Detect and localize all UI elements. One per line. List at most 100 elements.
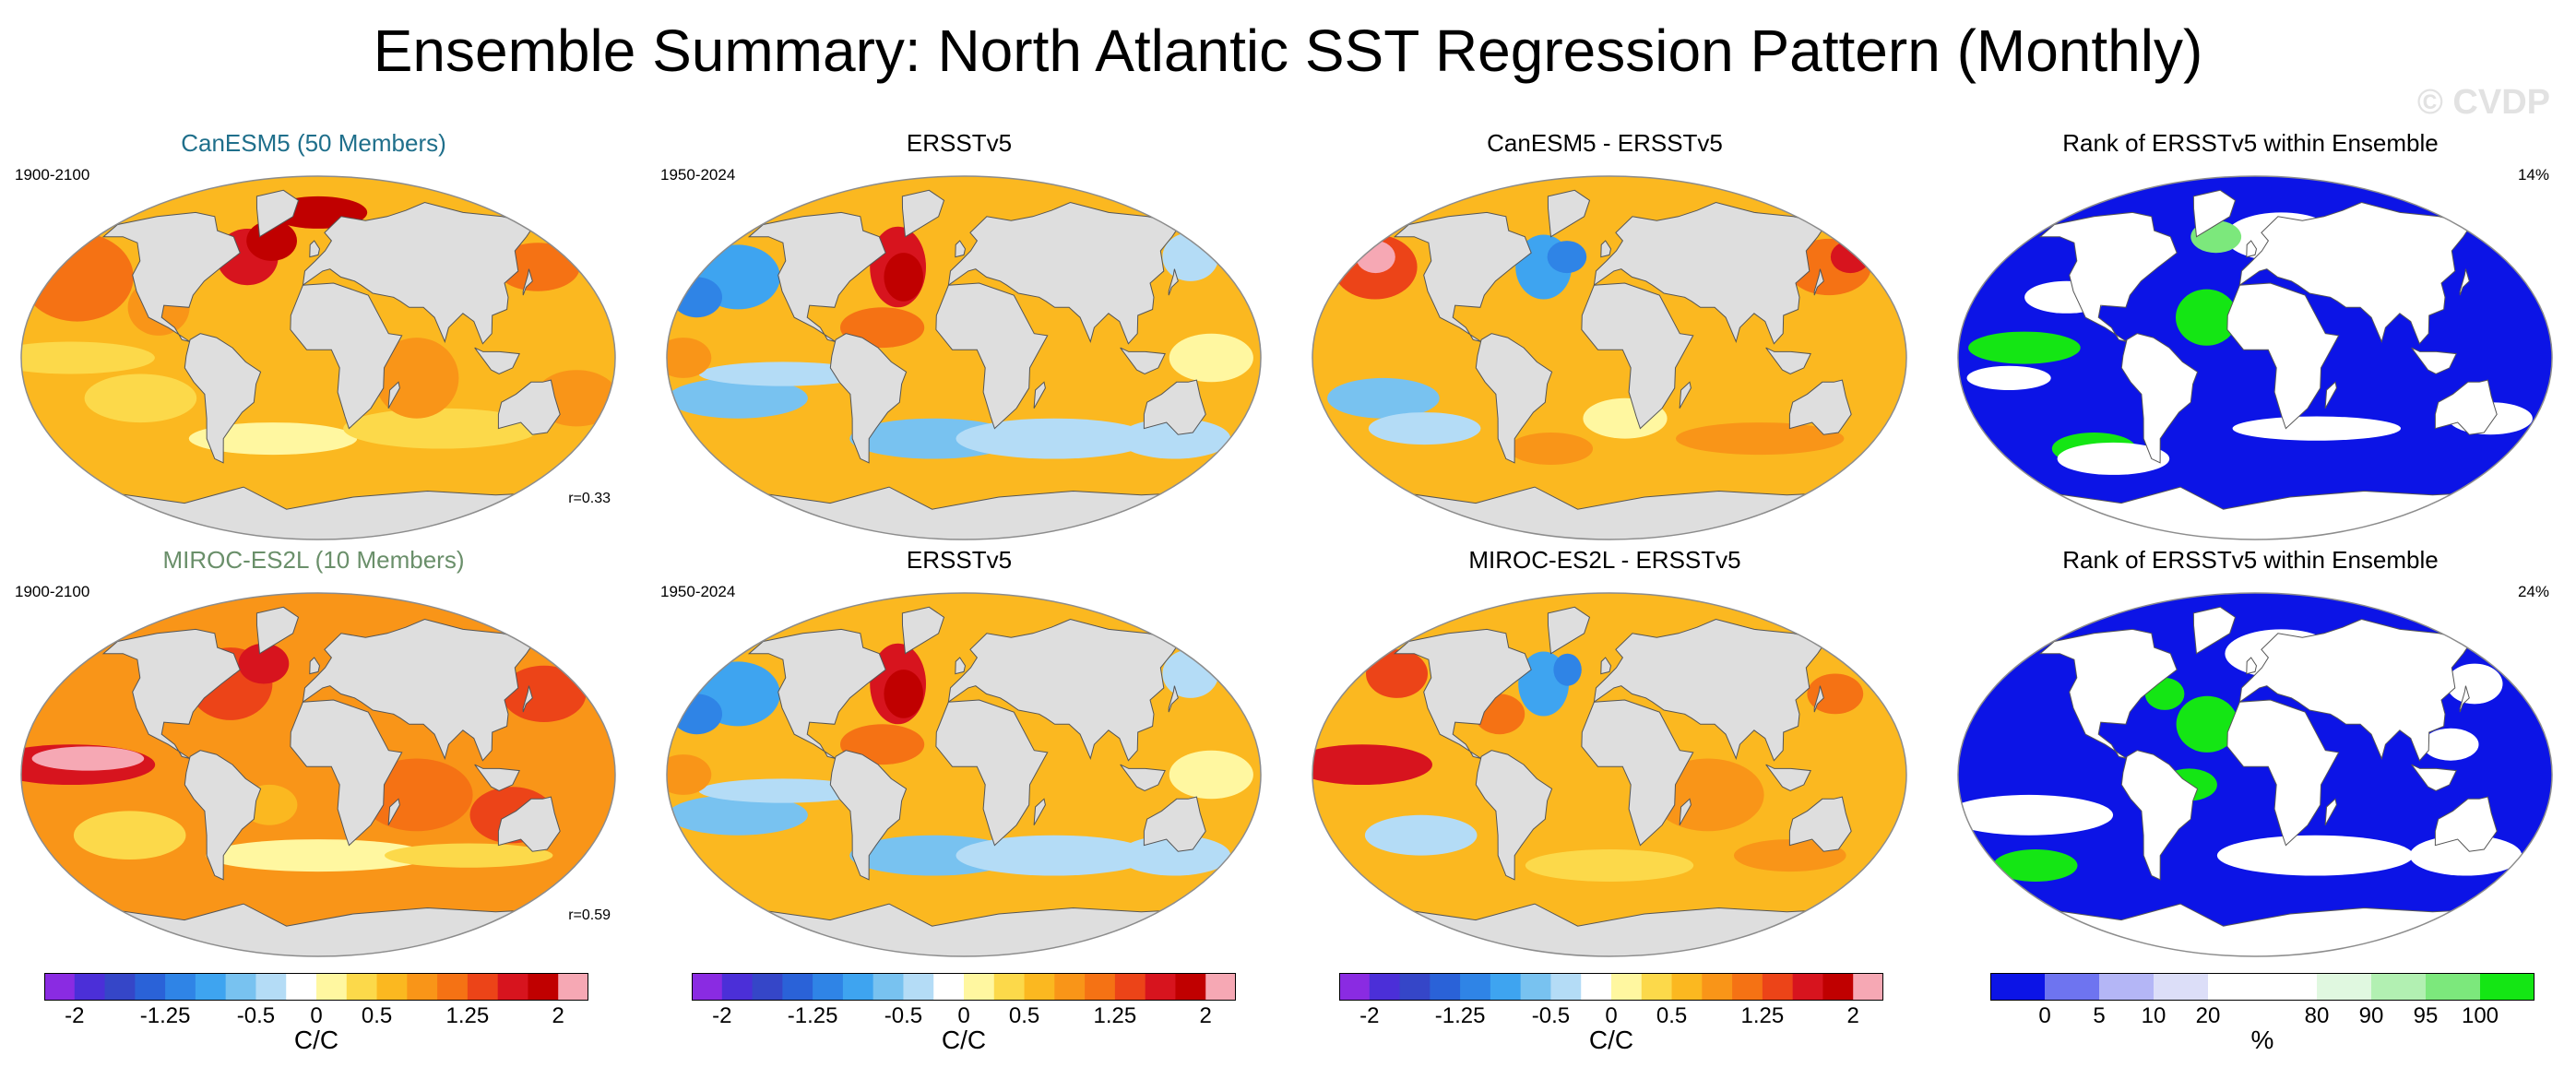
continent-outline: [955, 657, 967, 675]
panel-rank-row2: Rank of ERSSTv5 within Ensemble 24%: [1946, 546, 2555, 957]
continent-outline: [255, 189, 300, 238]
continent-outline: [309, 240, 321, 258]
continent-outline: [2246, 657, 2258, 675]
map-border: [666, 592, 1262, 957]
field-anomaly-region: [2176, 289, 2238, 346]
colorbar-swatch: [2371, 973, 2427, 1001]
continent-outline: [1547, 606, 1591, 655]
period-label: 1950-2024: [660, 583, 736, 600]
colorbar-swatch: [1641, 973, 1673, 1001]
continent-outline: [302, 201, 536, 345]
colorbar-tick-label: 100: [2461, 1003, 2499, 1028]
continent-outline: [947, 201, 1181, 345]
field-anomaly-region: [698, 362, 868, 386]
field-anomaly-region: [1525, 849, 1694, 882]
colorbar-tick-label: -1.25: [1434, 1003, 1486, 1028]
panel-obs-row1: ERSSTv5 1950-2024: [655, 129, 1264, 540]
field-anomaly-region: [1169, 750, 1253, 800]
panel-title: CanESM5 (50 Members): [181, 129, 446, 157]
colorbar-swatch: [2154, 973, 2209, 1001]
map-border: [1957, 592, 2553, 957]
field-anomaly-region: [698, 778, 868, 803]
colorbar-frame: [1339, 973, 1883, 1001]
colorbar-tick-label: -1.25: [139, 1003, 191, 1028]
continent-outline: [1143, 379, 1206, 435]
field-anomaly-region: [1508, 433, 1594, 465]
continent-outline: [184, 333, 262, 464]
continent-outline: [2238, 618, 2473, 762]
continent-outline: [955, 240, 967, 258]
colorbar-tick-label: -2: [65, 1003, 85, 1028]
continent-outline: [2226, 699, 2340, 847]
continent-outline: [1393, 211, 1532, 342]
continent-outline: [935, 282, 1049, 430]
field-anomaly-region: [206, 839, 431, 872]
continent-outline: [2038, 628, 2178, 759]
colorbar-swatch: [1369, 973, 1401, 1001]
field-anomaly-region: [2409, 835, 2523, 876]
field-anomaly-region: [73, 811, 186, 860]
colorbar-swatch: [1114, 973, 1146, 1001]
colorbar-tick-label: 0: [2038, 1003, 2051, 1028]
field-anomaly-region: [84, 374, 197, 423]
colorbar-unit-label: C/C: [1588, 1026, 1634, 1054]
colorbar-swatch: [528, 973, 559, 1001]
colorbar-swatch: [1175, 973, 1206, 1001]
panel-title: MIROC-ES2L (10 Members): [162, 546, 465, 574]
continent-outline: [2459, 268, 2470, 296]
continent-outline: [1600, 240, 1612, 258]
field-anomaly-region: [385, 843, 553, 868]
panel-title: CanESM5 - ERSSTv5: [1487, 129, 1723, 157]
continent-outline: [1765, 764, 1811, 792]
continent-outline: [747, 211, 886, 342]
field-anomaly-region: [1958, 794, 2114, 836]
colorbar-swatch: [44, 973, 76, 1001]
continent-outline: [1168, 685, 1179, 713]
continent-outline: [2192, 606, 2237, 655]
colorbar-swatch: [1430, 973, 1461, 1001]
colorbar-swatch: [964, 973, 995, 1001]
colorbar-tick-label: 2: [552, 1003, 564, 1028]
colorbar-swatch: [74, 973, 106, 1001]
world-map: [666, 175, 1262, 540]
colorbar-swatch: [437, 973, 469, 1001]
field-anomaly-region: [2216, 835, 2414, 876]
panel-title: ERSSTv5: [906, 129, 1013, 157]
continent-outline: [901, 189, 945, 238]
continent-outline: [2120, 333, 2199, 464]
field-anomaly-region: [2176, 695, 2238, 753]
colorbar-swatch: [2480, 973, 2534, 1001]
colorbar-swatch: [497, 973, 528, 1001]
colorbar-tick-label: -2: [712, 1003, 732, 1028]
colorbar-swatch: [255, 973, 287, 1001]
colorbar-swatch: [1822, 973, 1854, 1001]
panel-model-row1: CanESM5 (50 Members) 1900-2100 r=0.33: [9, 129, 618, 540]
world-map: [20, 175, 616, 540]
cvdp-watermark: © CVDP: [2416, 83, 2550, 122]
field-anomaly-region: [2057, 442, 2170, 475]
colorbar-swatch: [1339, 973, 1371, 1001]
colorbar-swatch: [721, 973, 754, 1001]
colorbar-unit-label: C/C: [941, 1026, 987, 1054]
colorbar-swatch: [467, 973, 499, 1001]
colorbar-swatch: [135, 973, 166, 1001]
continent-outline: [1813, 268, 1824, 296]
colorbar-swatch: [2426, 973, 2481, 1001]
field-anomaly-region: [1118, 418, 1231, 459]
world-map: [666, 592, 1262, 957]
field-anomaly-region: [2232, 416, 2401, 441]
rank-percent: 14%: [2517, 166, 2549, 184]
colorbar-swatch: [1024, 973, 1055, 1001]
colorbar-swatch: [692, 973, 723, 1001]
field-anomaly-region: [1327, 377, 1440, 419]
colorbar-swatch: [1702, 973, 1733, 1001]
panel-diff-row2: MIROC-ES2L - ERSSTv5: [1300, 546, 1909, 957]
sst-field: [667, 176, 1261, 540]
colorbar-tick-label: 90: [2358, 1003, 2384, 1028]
colorbar-tick-label: 80: [2304, 1003, 2330, 1028]
colorbar-swatch: [1399, 973, 1430, 1001]
colorbar-tick-label: -2: [1359, 1003, 1380, 1028]
field-anomaly-region: [667, 754, 712, 795]
continent-outline: [387, 381, 400, 409]
field-anomaly-region: [884, 670, 923, 718]
